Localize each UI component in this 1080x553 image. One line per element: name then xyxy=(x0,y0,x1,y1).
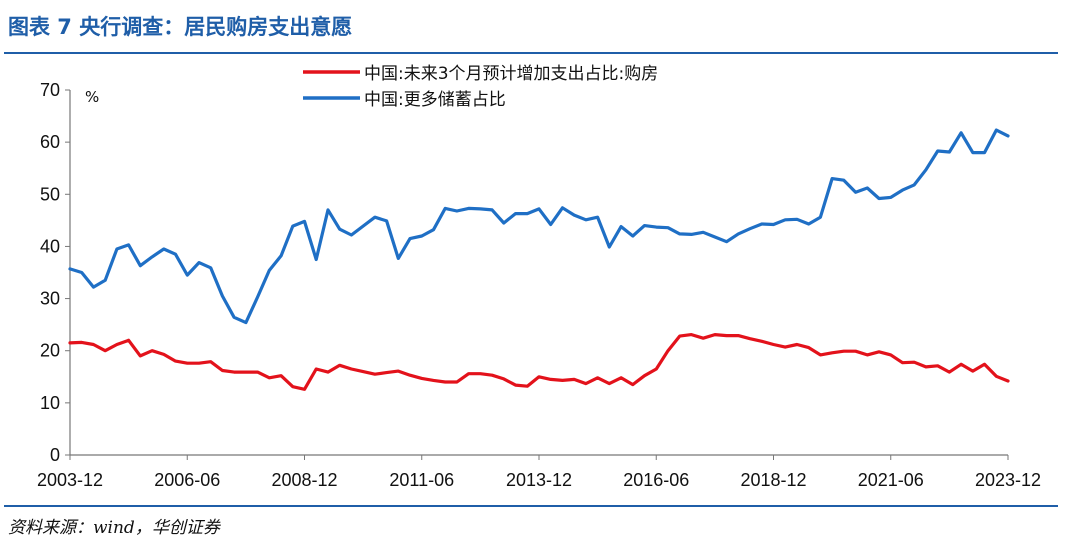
y-ticks: 0 10 20 30 40 50 60 70 xyxy=(40,80,70,465)
x-tick-label: 2016-06 xyxy=(623,470,689,490)
y-tick-label: 50 xyxy=(40,184,60,204)
x-tick-label: 2018-12 xyxy=(740,470,806,490)
y-axis-unit: % xyxy=(85,88,99,106)
y-tick-label: 70 xyxy=(40,80,60,100)
legend-label-savings: 中国:更多储蓄占比 xyxy=(364,90,506,110)
y-tick-label: 60 xyxy=(40,132,60,152)
x-tick-label: 2006-06 xyxy=(154,470,220,490)
y-tick-label: 10 xyxy=(40,393,60,413)
x-ticks: 2003-12 2006-06 2008-12 2011-06 2013-12 2016-… xyxy=(37,455,1041,490)
series-group xyxy=(68,128,1010,391)
x-tick-label: 2008-12 xyxy=(271,470,337,490)
y-tick-label: 40 xyxy=(40,236,60,256)
figure-title: 图表 7 央行调查：居民购房支出意愿 xyxy=(8,15,352,39)
y-tick-label: 20 xyxy=(40,341,60,361)
y-tick-label: 0 xyxy=(50,445,60,465)
legend-label-housing: 中国:未来3个月预计增加支出占比:购房 xyxy=(364,64,658,84)
x-tick-label: 2021-06 xyxy=(858,470,924,490)
x-tick-label: 2023-12 xyxy=(975,470,1041,490)
source-note: 资料来源：wind，华创证券 xyxy=(8,518,222,538)
series-line-savings xyxy=(68,128,1010,325)
legend: 中国:未来3个月预计增加支出占比:购房 中国:更多储蓄占比 xyxy=(303,64,658,110)
y-tick-label: 30 xyxy=(40,289,60,309)
axes xyxy=(69,90,1008,456)
series-line-housing xyxy=(68,333,1010,391)
x-tick-label: 2011-06 xyxy=(389,470,454,490)
x-tick-label: 2003-12 xyxy=(37,470,103,490)
x-tick-label: 2013-12 xyxy=(506,470,572,490)
